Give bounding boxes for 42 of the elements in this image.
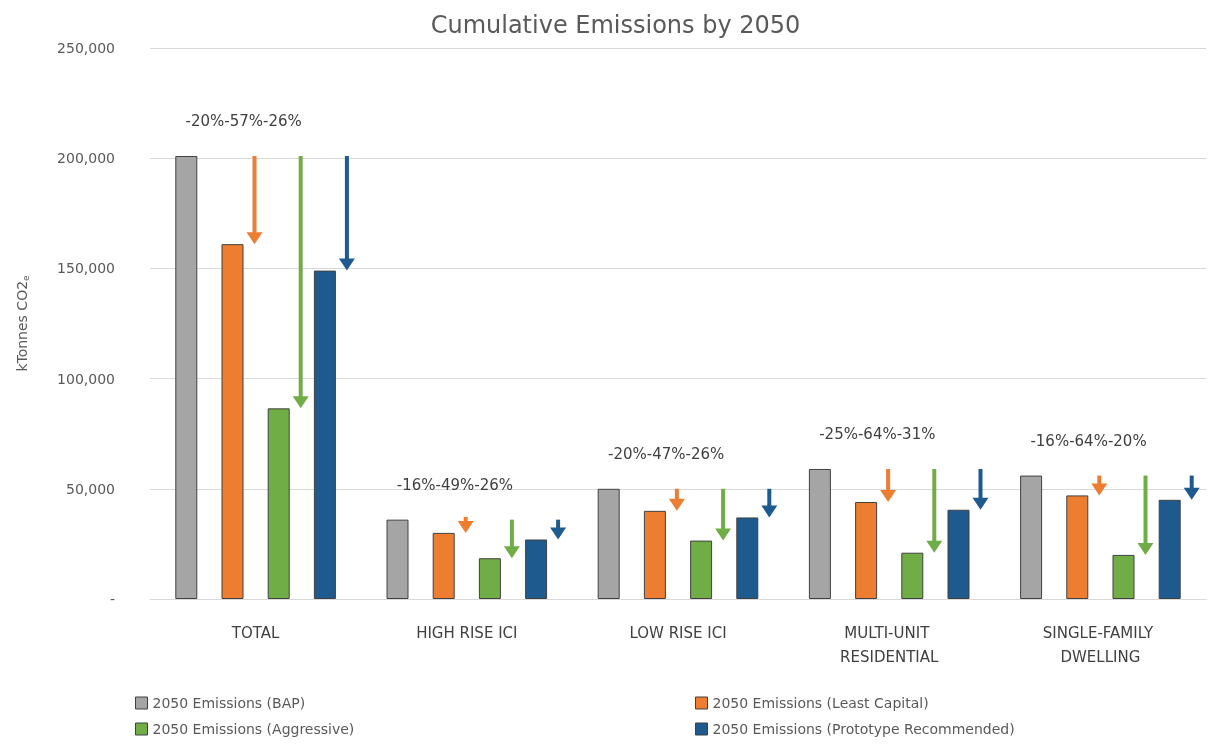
bar: [1158, 499, 1181, 599]
x-tick-label: SINGLE-FAMILY DWELLING: [1042, 624, 1159, 666]
bar: [947, 509, 970, 599]
bar: [597, 488, 620, 599]
bar: [1020, 475, 1043, 599]
bar: [1066, 495, 1089, 599]
x-tick-label: MULTI-UNIT RESIDENTIAL: [840, 624, 939, 666]
x-tick-label: HIGH RISE ICI: [416, 624, 518, 642]
y-tick-label: 200,000: [57, 150, 115, 167]
x-tick-label: LOW RISE ICI: [629, 624, 727, 642]
bar: [855, 502, 878, 599]
bar: [1112, 554, 1135, 599]
x-tick-label: TOTAL: [230, 624, 281, 642]
bar: [901, 552, 924, 599]
bar: [313, 270, 336, 599]
y-tick-label: -: [109, 591, 115, 607]
bar: [175, 156, 198, 599]
y-tick-label: 100,000: [57, 370, 115, 387]
annotation: -20%-57%-26%: [185, 112, 302, 131]
annotation: -20%-47%-26%: [608, 445, 725, 464]
y-tick-label: 250,000: [57, 40, 115, 56]
bar: [808, 468, 831, 599]
bar: [690, 540, 713, 599]
y-axis-title: kTonnes CO2e: [13, 274, 31, 372]
y-tick-label: 50,000: [66, 480, 115, 497]
legend-label: 2050 Emissions (BAP): [152, 695, 306, 711]
bar: [386, 519, 409, 599]
annotation: -16%-49%-26%: [396, 476, 514, 495]
legend-label: 2050 Emissions (Least Capital): [712, 695, 929, 711]
annotation: -16%-64%-20%: [1030, 432, 1147, 451]
legend-label: 2050 Emissions (Aggressive): [152, 721, 355, 737]
bar: [736, 517, 759, 599]
bar: [478, 558, 501, 599]
bar: [267, 408, 290, 599]
bar: [221, 244, 244, 599]
legend-label: 2050 Emissions (Prototype Recommended): [712, 721, 1015, 737]
bar: [643, 510, 666, 599]
chart-title: Cumulative Emissions by 2050: [430, 11, 801, 39]
y-tick-label: 150,000: [57, 260, 115, 277]
annotation: -25%-64%-31%: [819, 425, 936, 444]
bar: [432, 532, 455, 599]
bar: [525, 539, 548, 599]
